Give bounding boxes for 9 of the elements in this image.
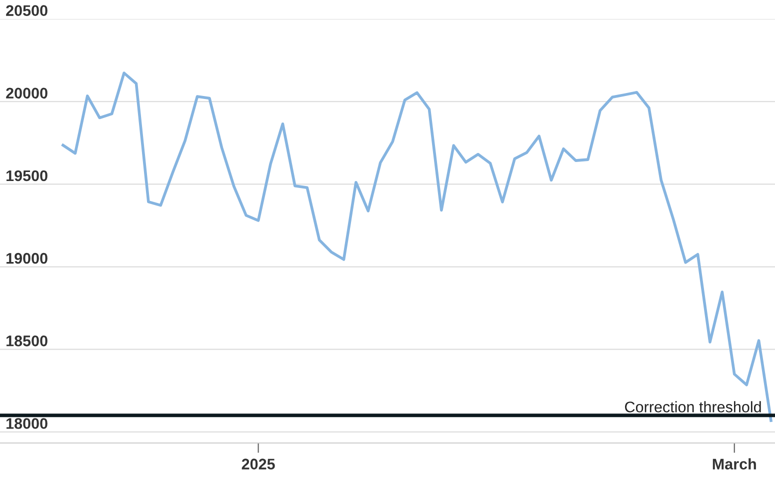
y-tick-label: 19000 — [6, 252, 48, 264]
y-tick-label: 19500 — [6, 170, 48, 182]
x-tick-label: March — [712, 458, 756, 470]
y-tick-label: 18000 — [6, 418, 48, 429]
y-tick-label: 20500 — [6, 5, 48, 16]
x-tick-label: 2025 — [242, 458, 275, 470]
ref-line-label: Correction threshold — [625, 401, 761, 412]
y-tick-label: 18500 — [6, 336, 48, 346]
y-tick-label: 20000 — [6, 88, 48, 99]
